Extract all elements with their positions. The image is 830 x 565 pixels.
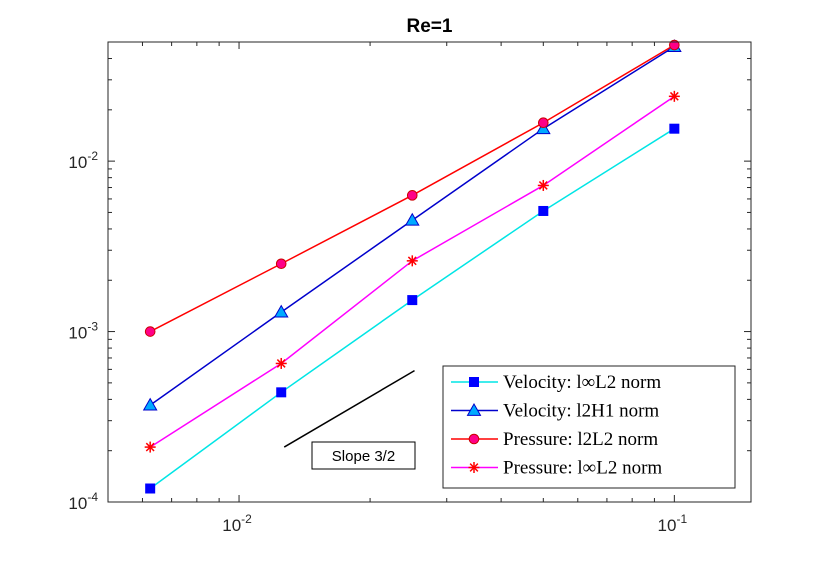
slope-annotation-text: Slope 3/2: [332, 448, 395, 465]
marker-star-stroke: [407, 256, 417, 266]
series-4: [144, 90, 680, 453]
marker-star: [275, 357, 287, 369]
legend-entry: Pressure: l∞L2 norm: [451, 458, 662, 479]
marker-star-stroke: [276, 359, 286, 368]
marker-square: [538, 205, 549, 216]
marker-square: [669, 123, 680, 134]
slope-annotation-frame: [311, 441, 416, 470]
legend-entry: Velocity: l∞L2 norm: [451, 372, 661, 393]
marker-star: [537, 179, 549, 191]
series-1: [145, 123, 680, 494]
legend-entry: Pressure: l2L2 norm: [451, 429, 658, 450]
marker-circle: [275, 258, 287, 270]
marker-circle: [144, 326, 156, 337]
x-tick-label: 10-2: [222, 512, 252, 535]
marker-star: [468, 462, 480, 473]
chart-title: Re=1: [407, 16, 453, 37]
marker-star-stroke: [669, 91, 679, 101]
marker-square: [145, 483, 156, 494]
marker-star: [668, 90, 680, 102]
marker-circle: [538, 117, 549, 129]
marker-star-stroke: [145, 442, 155, 452]
plot-frame: [107, 41, 752, 503]
legend-entry: Velocity: l2H1 norm: [451, 401, 659, 422]
marker-star: [406, 255, 418, 267]
marker-square: [407, 295, 418, 306]
marker-triangle: [142, 397, 158, 411]
y-tick-label: 10-2: [68, 149, 98, 172]
legend-label: Velocity: l∞L2 norm: [503, 372, 661, 393]
x-tick-label: 10-1: [658, 512, 688, 535]
slope-annotation-box: Slope 3/2: [311, 441, 416, 470]
marker-triangle: [404, 212, 420, 226]
marker-star-stroke: [469, 463, 479, 472]
series-3: [144, 39, 680, 337]
legend-label: Pressure: l2L2 norm: [503, 429, 658, 450]
marker-circle: [406, 190, 418, 201]
y-tick-label: 10-3: [68, 320, 98, 343]
marker-circle: [468, 433, 480, 445]
legend-label: Velocity: l2H1 norm: [503, 401, 659, 422]
marker-circle: [669, 39, 680, 51]
slope-reference-line: [283, 369, 415, 448]
legend-label: Pressure: l∞L2 norm: [503, 458, 662, 479]
marker-triangle: [466, 402, 482, 416]
marker-star: [144, 441, 156, 453]
marker-star-stroke: [538, 181, 548, 190]
marker-triangle: [273, 304, 289, 318]
marker-square: [469, 377, 479, 387]
y-tick-label: 10-4: [68, 490, 98, 513]
marker-square: [276, 387, 287, 398]
